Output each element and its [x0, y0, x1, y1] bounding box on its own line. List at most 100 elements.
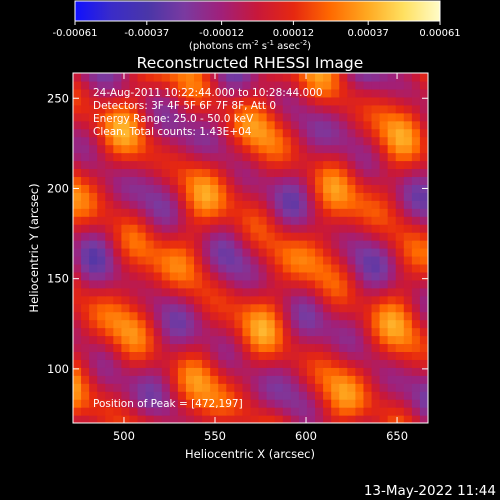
heatmap-cell [363, 73, 373, 82]
heatmap-cell [234, 144, 244, 154]
heatmap-cell [161, 327, 171, 337]
heatmap-cell [411, 136, 421, 146]
heatmap-cell [419, 192, 428, 201]
heatmap-cell [226, 232, 235, 241]
heatmap-cell [371, 80, 381, 90]
heatmap-cell [323, 80, 332, 90]
heatmap-cell [371, 271, 381, 281]
heatmap-cell [105, 144, 114, 154]
heatmap-cell [323, 359, 332, 368]
heatmap-cell [290, 80, 300, 90]
heatmap-cell [274, 80, 284, 90]
heatmap-cell [339, 120, 348, 130]
heatmap-cell [395, 327, 405, 337]
heatmap-cell [395, 120, 405, 130]
heatmap-cell [258, 168, 268, 178]
heatmap-cell [306, 255, 316, 265]
heatmap-cell [113, 415, 123, 423]
heatmap-cell [105, 263, 114, 273]
heatmap-cell [339, 343, 348, 353]
heatmap-cell [113, 311, 123, 321]
heatmap-cell [363, 255, 373, 265]
heatmap-cells [73, 73, 428, 423]
heatmap-cell [161, 319, 171, 329]
heatmap-cell [89, 232, 98, 241]
heatmap-cell [363, 112, 373, 122]
heatmap-cell [153, 335, 163, 345]
heatmap-cell [234, 232, 244, 241]
heatmap-cell [89, 216, 98, 225]
heatmap-cell [363, 216, 373, 225]
heatmap-cell [274, 399, 284, 408]
heatmap-cell [347, 375, 356, 384]
heatmap-cell [250, 287, 260, 297]
heatmap-cell [185, 176, 195, 185]
heatmap-cell [73, 136, 82, 146]
heatmap-cell [185, 343, 195, 353]
heatmap-cell [363, 96, 373, 106]
heatmap-cell [226, 279, 235, 289]
heatmap-cell [137, 359, 147, 368]
heatmap-cell [242, 359, 252, 368]
heatmap-cell [315, 295, 324, 305]
heatmap-cell [355, 232, 365, 241]
heatmap-cell [347, 319, 356, 329]
heatmap-cell [242, 104, 252, 114]
heatmap-cell [185, 319, 195, 329]
heatmap-cell [202, 343, 211, 353]
heatmap-cell [129, 192, 139, 201]
heatmap-cell [347, 168, 356, 178]
heatmap-cell [371, 255, 381, 265]
heatmap-cell [185, 295, 195, 305]
heatmap-cell [121, 399, 131, 408]
heatmap-cell [250, 136, 260, 146]
heatmap-cell [161, 232, 171, 241]
heatmap-cell [323, 224, 332, 233]
heatmap-cell [81, 335, 90, 345]
heatmap-cell [161, 128, 171, 138]
heatmap-cell [266, 359, 276, 368]
heatmap-cell [177, 224, 187, 233]
heatmap-cell [161, 255, 171, 265]
heatmap-cell [347, 224, 356, 233]
heatmap-cell [419, 144, 428, 154]
heatmap-cell [218, 200, 227, 209]
heatmap-cell [371, 112, 381, 122]
heatmap-cell [185, 255, 195, 265]
heatmap-cell [218, 279, 227, 289]
heatmap-cell [258, 415, 268, 423]
heatmap-cell [331, 144, 340, 154]
heatmap-cell [266, 351, 276, 360]
heatmap-cell [242, 255, 252, 265]
heatmap-cell [419, 367, 428, 376]
heatmap-cell [379, 112, 389, 122]
heatmap-cell [331, 295, 340, 305]
heatmap-cell [145, 255, 155, 265]
heatmap-cell [395, 200, 405, 209]
heatmap-cell [145, 152, 155, 162]
heatmap-cell [258, 279, 268, 289]
heatmap-cell [331, 208, 340, 217]
heatmap-cell [298, 383, 308, 392]
heatmap-cell [315, 399, 324, 408]
heatmap-cell [306, 343, 316, 353]
heatmap-cell [121, 232, 131, 241]
heatmap-cell [242, 224, 252, 233]
heatmap-cell [145, 359, 155, 368]
heatmap-cell [153, 224, 163, 233]
heatmap-cell [395, 104, 405, 114]
heatmap-cell [161, 359, 171, 368]
heatmap-cell [153, 359, 163, 368]
heatmap-cell [290, 319, 300, 329]
heatmap-cell [210, 104, 219, 114]
heatmap-cell [210, 184, 219, 193]
heatmap-cell [234, 88, 244, 98]
heatmap-cell [395, 184, 405, 193]
heatmap-cell [226, 327, 235, 337]
heatmap-cell [339, 407, 348, 416]
heatmap-cell [169, 343, 179, 353]
heatmap-cell [121, 295, 131, 305]
heatmap-cell [73, 88, 82, 98]
heatmap-cell [379, 176, 389, 185]
heatmap-cell [250, 343, 260, 353]
